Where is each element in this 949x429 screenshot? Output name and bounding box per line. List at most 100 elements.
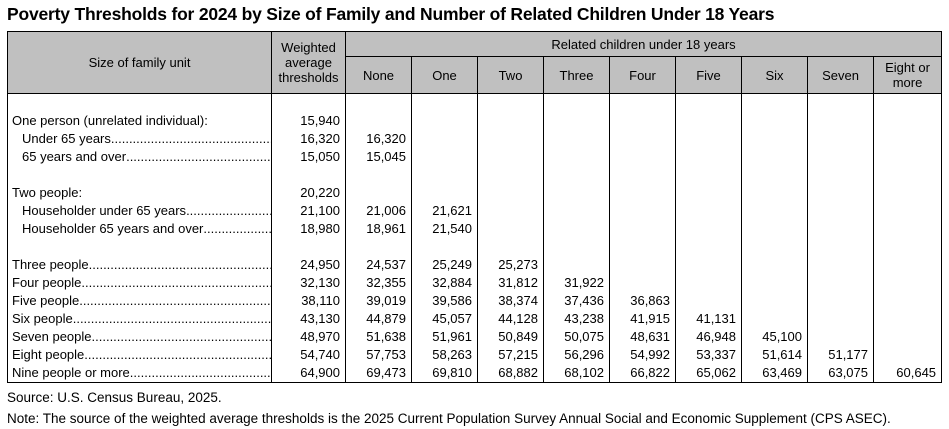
dot-leader xyxy=(81,274,270,292)
value-cell: 43,130 xyxy=(271,309,346,328)
value-cell xyxy=(872,309,943,328)
value-cell: 68,882 xyxy=(477,363,544,382)
value-cell xyxy=(675,165,742,184)
row-label-text: Eight people xyxy=(12,346,85,362)
value-cell xyxy=(543,255,610,274)
value-cell: 24,537 xyxy=(345,255,412,274)
table-row xyxy=(7,165,943,184)
table-body: One person (unrelated individual): 15,940… xyxy=(7,93,943,382)
value-cell xyxy=(543,147,610,166)
header-col-three: Three xyxy=(543,56,610,94)
header-col-four: Four xyxy=(609,56,676,94)
header-col-one: One xyxy=(411,56,478,94)
value-cell xyxy=(609,129,676,148)
value-cell xyxy=(872,165,943,184)
value-cell xyxy=(543,201,610,220)
table-row xyxy=(7,237,943,256)
value-cell xyxy=(675,129,742,148)
row-label-cell: Six people xyxy=(7,309,272,328)
value-cell xyxy=(872,273,943,292)
value-cell: 32,884 xyxy=(411,273,478,292)
value-cell xyxy=(411,237,478,256)
value-cell: 48,970 xyxy=(271,327,346,346)
value-cell xyxy=(477,165,544,184)
value-cell: 41,131 xyxy=(675,309,742,328)
row-label-cell: One person (unrelated individual): xyxy=(7,111,272,130)
value-cell xyxy=(609,201,676,220)
value-cell: 44,879 xyxy=(345,309,412,328)
value-cell xyxy=(807,291,874,310)
row-label-text: Nine people or more xyxy=(12,364,130,380)
value-cell: 51,177 xyxy=(807,345,874,364)
value-cell xyxy=(675,111,742,130)
value-cell: 44,128 xyxy=(477,309,544,328)
value-cell xyxy=(609,237,676,256)
value-cell xyxy=(609,219,676,238)
value-cell: 43,238 xyxy=(543,309,610,328)
value-cell: 38,374 xyxy=(477,291,544,310)
value-cell xyxy=(741,129,808,148)
value-cell: 38,110 xyxy=(271,291,346,310)
table-header: Size of family unit Weighted average thr… xyxy=(7,31,943,94)
row-label-text: Two people: xyxy=(12,184,83,200)
page-title: Poverty Thresholds for 2024 by Size of F… xyxy=(7,4,775,24)
value-cell xyxy=(609,93,676,112)
value-cell: 50,075 xyxy=(543,327,610,346)
value-cell: 32,130 xyxy=(271,273,346,292)
value-cell xyxy=(675,183,742,202)
value-cell xyxy=(807,111,874,130)
value-cell xyxy=(411,93,478,112)
value-cell xyxy=(741,201,808,220)
value-cell: 16,320 xyxy=(345,129,412,148)
value-cell xyxy=(345,165,412,184)
value-cell: 45,100 xyxy=(741,327,808,346)
value-cell xyxy=(477,201,544,220)
value-cell: 69,810 xyxy=(411,363,478,382)
value-cell xyxy=(345,111,412,130)
value-cell: 57,753 xyxy=(345,345,412,364)
value-cell xyxy=(807,201,874,220)
value-cell xyxy=(411,165,478,184)
value-cell xyxy=(609,255,676,274)
table-row: Four people 32,13032,35532,88431,81231,92… xyxy=(7,273,943,292)
dot-leader xyxy=(73,310,271,328)
value-cell: 58,263 xyxy=(411,345,478,364)
dot-leader xyxy=(79,292,270,310)
methodology-note: Note: The source of the weighted average… xyxy=(7,410,891,426)
value-cell xyxy=(872,201,943,220)
value-cell: 51,638 xyxy=(345,327,412,346)
table-row: Two people: 20,220 xyxy=(7,183,943,202)
value-cell xyxy=(741,93,808,112)
row-label-text: Six people xyxy=(12,310,73,326)
dot-leader xyxy=(89,256,271,274)
header-row-group: Size of family unit Weighted average thr… xyxy=(7,31,943,94)
row-label-cell: Four people xyxy=(7,273,272,292)
header-col-none: None xyxy=(345,56,412,94)
value-cell xyxy=(807,273,874,292)
value-cell: 56,296 xyxy=(543,345,610,364)
value-cell: 54,992 xyxy=(609,345,676,364)
value-cell xyxy=(543,111,610,130)
value-cell xyxy=(609,183,676,202)
value-cell xyxy=(477,147,544,166)
value-cell: 15,940 xyxy=(271,111,346,130)
value-cell xyxy=(807,165,874,184)
value-cell xyxy=(411,183,478,202)
row-label-text: Three people xyxy=(12,256,89,272)
table-row: Five people 38,11039,01939,58638,37437,43… xyxy=(7,291,943,310)
table-row: Householder under 65 years 21,10021,00621… xyxy=(7,201,943,220)
value-cell xyxy=(543,219,610,238)
value-cell xyxy=(872,129,943,148)
value-cell xyxy=(872,219,943,238)
value-cell xyxy=(477,219,544,238)
value-cell xyxy=(675,255,742,274)
header-col-seven: Seven xyxy=(807,56,874,94)
value-cell xyxy=(345,183,412,202)
value-cell xyxy=(872,291,943,310)
value-cell xyxy=(477,237,544,256)
value-cell: 21,100 xyxy=(271,201,346,220)
value-cell: 51,961 xyxy=(411,327,478,346)
value-cell xyxy=(807,255,874,274)
